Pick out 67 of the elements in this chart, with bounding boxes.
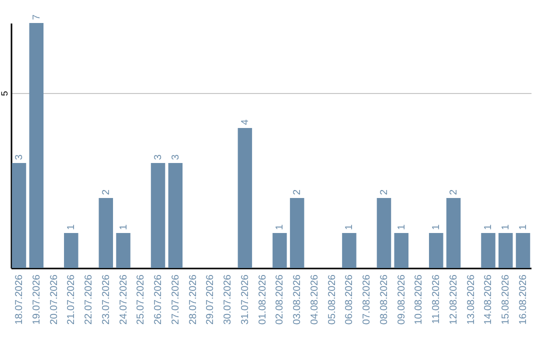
bar [516, 233, 530, 268]
data-label: 3 [170, 154, 182, 160]
y-tick-label: 5 [0, 90, 10, 96]
data-label: 4 [240, 119, 251, 125]
x-tick-label: 11.08.2026 [431, 274, 442, 324]
x-tick-label: 19.07.2026 [31, 274, 42, 325]
x-tick-label: 24.07.2026 [118, 274, 130, 325]
data-label: 2 [378, 189, 390, 195]
data-label: 1 [66, 224, 78, 230]
data-label: 1 [344, 224, 356, 230]
x-tick-label: 12.08.2026 [448, 274, 460, 325]
x-tick-label: 27.07.2026 [170, 274, 182, 325]
x-tick-label: 18.07.2026 [14, 274, 25, 325]
x-tick-label: 13.08.2026 [466, 274, 477, 325]
x-tick-label: 26.07.2026 [153, 274, 164, 325]
bar [342, 233, 356, 268]
x-tick-label: 31.07.2026 [240, 274, 251, 325]
bar [116, 233, 130, 268]
x-tick-label: 20.07.2026 [48, 274, 60, 325]
x-tick-label: 08.08.2026 [378, 274, 390, 325]
bar [428, 233, 444, 268]
bar [272, 233, 287, 268]
bar [12, 163, 26, 268]
x-tick-label: 07.08.2026 [362, 274, 373, 325]
x-tick-label: 22.07.2026 [84, 274, 95, 325]
x-tick-label: 30.07.2026 [222, 274, 234, 325]
x-tick-label: 21.07.2026 [66, 274, 78, 325]
x-tick-label: 16.08.2026 [518, 274, 530, 325]
data-label: 2 [292, 189, 304, 195]
bar [98, 198, 114, 268]
x-tick-label: 09.08.2026 [396, 274, 408, 325]
data-label: 1 [500, 224, 512, 230]
x-tick-label: 02.08.2026 [274, 274, 286, 325]
x-tick-label: 03.08.2026 [292, 274, 304, 325]
bar [498, 233, 513, 268]
x-tick-label: 01.08.2026 [257, 274, 268, 325]
data-label: 2 [100, 189, 112, 195]
bar [481, 233, 496, 268]
x-tick-label: 15.08.2026 [500, 274, 512, 325]
data-label: 1 [396, 224, 408, 230]
x-tick-label: 28.07.2026 [188, 274, 199, 325]
data-label: 1 [518, 224, 530, 230]
data-label: 2 [448, 189, 460, 195]
x-tick-label: 23.07.2026 [100, 274, 112, 325]
x-tick-label: 06.08.2026 [344, 274, 356, 325]
bar [168, 163, 183, 268]
x-tick-label: 25.07.2026 [136, 274, 147, 325]
data-label: 7 [31, 14, 42, 20]
data-label: 3 [14, 154, 25, 160]
data-label: 1 [431, 224, 442, 230]
data-label: 1 [274, 224, 286, 230]
bar [394, 233, 408, 268]
bar [376, 198, 392, 268]
data-label: 1 [483, 224, 494, 230]
x-tick-label: 29.07.2026 [205, 274, 216, 325]
x-tick-label: 05.08.2026 [326, 274, 338, 325]
bar [238, 128, 252, 268]
x-tick-label: 10.08.2026 [414, 274, 425, 325]
x-tick-label: 04.08.2026 [309, 274, 320, 325]
bar [64, 233, 78, 268]
bar [446, 198, 461, 268]
x-tick-label: 14.08.2026 [483, 274, 494, 325]
bar [150, 163, 166, 268]
bar [29, 23, 44, 268]
bar [290, 198, 304, 268]
data-label: 3 [153, 154, 164, 160]
data-label: 1 [118, 224, 130, 230]
